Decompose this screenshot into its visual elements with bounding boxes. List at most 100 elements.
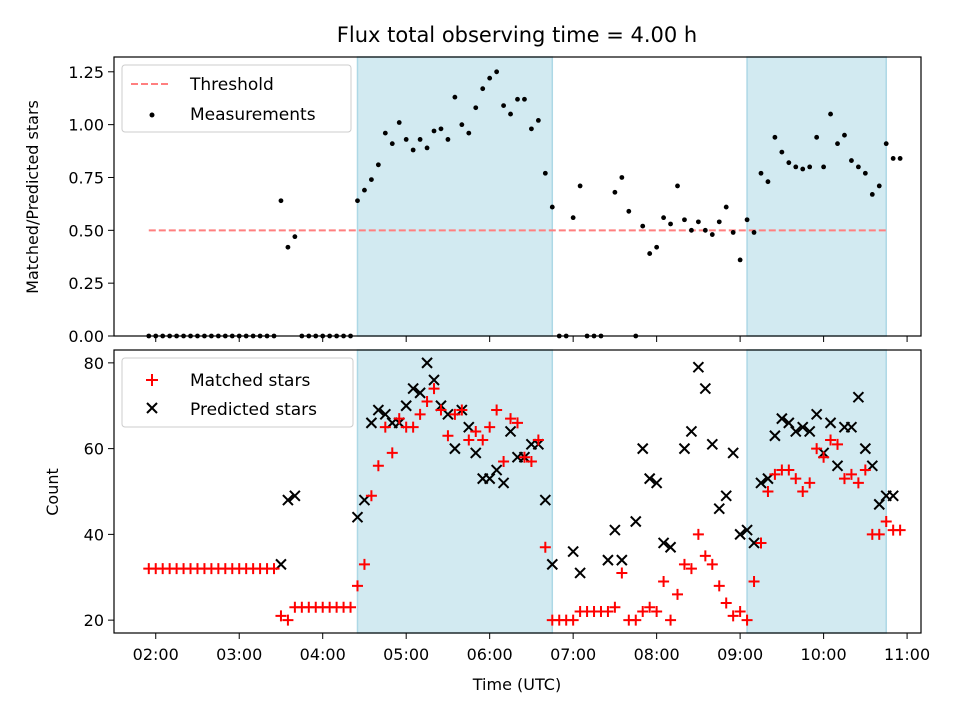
- bottom-legend-box: [121, 357, 354, 428]
- measurement-point: [849, 158, 854, 163]
- matched-star-point: [637, 606, 649, 618]
- measurement-point: [800, 166, 806, 172]
- measurement-point: [431, 128, 437, 134]
- predicted-star-point: [428, 374, 440, 386]
- matched-star-point: [748, 576, 760, 588]
- measurement-point: [772, 134, 778, 140]
- matched-star-point: [282, 614, 294, 626]
- matched-star-point: [484, 421, 496, 433]
- matched-star-point: [838, 473, 850, 485]
- matched-star-point: [421, 395, 433, 407]
- matched-legend-label: Matched stars: [190, 371, 310, 391]
- bottom-y-tick-label: 40: [84, 525, 104, 544]
- predicted-star-point: [637, 442, 649, 455]
- predicted-star-point: [470, 447, 482, 459]
- matched-star-point: [755, 537, 767, 549]
- predicted-star-point: [741, 524, 753, 536]
- matched-star-point: [790, 473, 802, 485]
- matched-star-point: [811, 443, 823, 455]
- matched-star-point: [880, 516, 892, 528]
- measurement-point: [438, 126, 444, 132]
- bottom-x-tick-label: 11:00: [884, 645, 930, 664]
- bottom-x-tick-label: 02:00: [133, 645, 179, 664]
- matched-star-point: [393, 413, 405, 425]
- measurement-point: [278, 198, 284, 204]
- matched-star-point: [532, 434, 544, 446]
- predicted-star-point: [810, 408, 823, 421]
- bottom-x-tick-label: 07:00: [550, 645, 596, 664]
- measurement-point: [292, 234, 298, 240]
- bottom-observing-span: [356, 349, 554, 634]
- bottom-y-axis-label: Count: [43, 468, 62, 516]
- predicted-star-point: [664, 541, 677, 553]
- measurement-point: [362, 187, 367, 193]
- predicted-legend-label: Predicted stars: [190, 400, 317, 420]
- measurement-point: [577, 183, 583, 189]
- measurement-point: [445, 137, 451, 142]
- measurement-point: [480, 86, 486, 92]
- measurement-point: [375, 162, 381, 168]
- measurement-point: [285, 244, 291, 250]
- matched-legend-marker: [146, 374, 158, 386]
- predicted-star-point: [797, 421, 809, 433]
- matched-star-point: [678, 558, 690, 570]
- top-legend-box: [121, 64, 352, 133]
- predicted-star-point: [852, 391, 865, 403]
- measurement-point: [869, 191, 875, 197]
- matched-star-point: [567, 614, 579, 626]
- matched-star-point: [602, 606, 614, 618]
- predicted-star-point: [790, 425, 802, 438]
- predicted-star-point: [630, 515, 642, 528]
- measurement-point: [459, 122, 465, 128]
- measurement-point: [654, 244, 660, 250]
- matched-star-point: [713, 580, 725, 592]
- predicted-star-point: [504, 425, 517, 438]
- matched-star-point: [609, 601, 621, 613]
- predicted-star-point: [650, 477, 663, 489]
- matched-star-point: [852, 477, 864, 489]
- top-plot-frame: [113, 56, 922, 337]
- measurement-point: [675, 183, 680, 189]
- measurement-point: [640, 223, 646, 229]
- bottom-x-tick-label: 05:00: [383, 645, 429, 664]
- measurement-point: [508, 111, 513, 117]
- measurement-point: [765, 179, 771, 185]
- matched-star-point: [727, 610, 739, 622]
- matched-star-point: [665, 614, 677, 626]
- measurement-point: [814, 134, 820, 140]
- measurement-point: [682, 217, 687, 223]
- measurement-point: [709, 232, 715, 237]
- matched-star-point: [873, 528, 885, 540]
- matched-star-point: [644, 601, 656, 613]
- measurement-point: [668, 221, 673, 227]
- measurement-point: [897, 156, 903, 161]
- matched-star-point: [365, 490, 377, 502]
- measurements-legend-marker: [149, 112, 155, 118]
- measurement-point: [369, 177, 374, 182]
- measurement-point: [828, 111, 833, 117]
- measurement-point: [494, 69, 500, 75]
- predicted-star-point: [449, 442, 461, 455]
- predicted-star-point: [609, 524, 621, 536]
- top-legend: Threshold Measurements: [121, 64, 352, 133]
- measurement-point: [876, 183, 882, 189]
- matched-star-point: [456, 404, 468, 416]
- matched-star-point: [685, 563, 697, 575]
- predicted-star-point: [365, 417, 378, 429]
- predicted-star-point: [734, 528, 746, 541]
- measurement-point: [793, 164, 799, 170]
- measurement-point: [835, 141, 840, 147]
- measurement-point: [821, 164, 827, 170]
- predicted-star-point: [887, 490, 899, 502]
- predicted-star-point: [692, 361, 705, 373]
- matched-star-point: [692, 528, 704, 540]
- bottom-x-tick-label: 03:00: [216, 645, 262, 664]
- matched-star-point: [268, 563, 280, 575]
- matched-star-point: [720, 597, 732, 609]
- measurement-point: [862, 170, 868, 176]
- predicted-star-point: [546, 558, 558, 571]
- matched-star-point: [358, 558, 370, 570]
- measurement-point: [466, 130, 472, 136]
- measurement-point: [410, 147, 416, 153]
